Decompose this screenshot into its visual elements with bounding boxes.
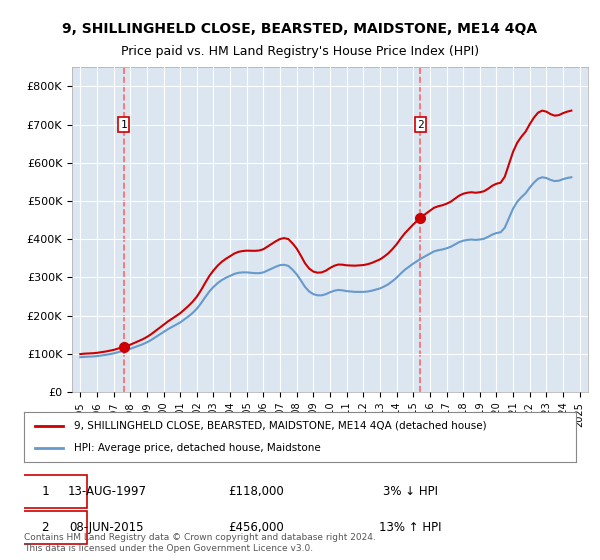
- Text: £118,000: £118,000: [228, 485, 284, 498]
- Text: 08-JUN-2015: 08-JUN-2015: [70, 521, 144, 534]
- Text: 13% ↑ HPI: 13% ↑ HPI: [379, 521, 442, 534]
- Text: HPI: Average price, detached house, Maidstone: HPI: Average price, detached house, Maid…: [74, 443, 320, 453]
- Text: 1: 1: [120, 119, 127, 129]
- Text: Contains HM Land Registry data © Crown copyright and database right 2024.
This d: Contains HM Land Registry data © Crown c…: [24, 533, 376, 553]
- Text: 2: 2: [41, 521, 49, 534]
- Text: 9, SHILLINGHELD CLOSE, BEARSTED, MAIDSTONE, ME14 4QA (detached house): 9, SHILLINGHELD CLOSE, BEARSTED, MAIDSTO…: [74, 421, 487, 431]
- Text: 2: 2: [417, 119, 424, 129]
- FancyBboxPatch shape: [2, 475, 88, 508]
- Text: 3% ↓ HPI: 3% ↓ HPI: [383, 485, 438, 498]
- Text: 13-AUG-1997: 13-AUG-1997: [67, 485, 146, 498]
- Text: Price paid vs. HM Land Registry's House Price Index (HPI): Price paid vs. HM Land Registry's House …: [121, 45, 479, 58]
- Text: £456,000: £456,000: [228, 521, 284, 534]
- FancyBboxPatch shape: [2, 511, 88, 544]
- Text: 9, SHILLINGHELD CLOSE, BEARSTED, MAIDSTONE, ME14 4QA: 9, SHILLINGHELD CLOSE, BEARSTED, MAIDSTO…: [62, 22, 538, 36]
- Text: 1: 1: [41, 485, 49, 498]
